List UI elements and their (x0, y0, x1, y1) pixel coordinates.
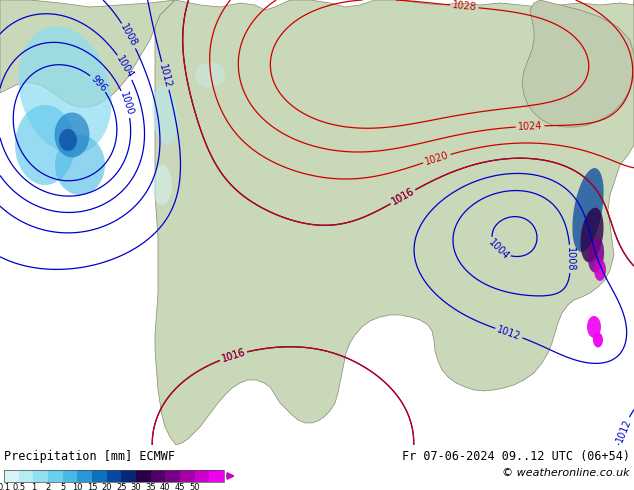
Bar (34, 470, 48, 482)
Bar (92, 470, 107, 482)
Bar (18, 470, 34, 482)
Ellipse shape (152, 165, 172, 205)
Text: 1012: 1012 (614, 417, 633, 443)
Text: 15: 15 (87, 483, 97, 490)
Text: 1016: 1016 (390, 186, 416, 207)
Text: 1004: 1004 (486, 237, 510, 262)
Ellipse shape (573, 168, 604, 252)
Bar (121, 470, 136, 482)
Text: © weatheronline.co.uk: © weatheronline.co.uk (502, 468, 630, 478)
Bar (151, 470, 165, 482)
Text: 1020: 1020 (424, 150, 450, 167)
Bar (209, 470, 224, 482)
Bar (107, 470, 121, 482)
Bar (77, 470, 92, 482)
Bar (4, 470, 18, 482)
Bar (4, 470, 224, 482)
Polygon shape (522, 0, 634, 127)
Text: 30: 30 (131, 483, 141, 490)
Text: 20: 20 (101, 483, 112, 490)
Ellipse shape (594, 259, 606, 281)
Bar (180, 470, 195, 482)
Text: 1012: 1012 (157, 63, 173, 89)
Text: 1012: 1012 (496, 324, 522, 342)
Ellipse shape (195, 63, 225, 88)
Text: 1008: 1008 (566, 246, 576, 271)
Text: 1028: 1028 (451, 0, 477, 13)
Text: 50: 50 (190, 483, 200, 490)
Text: 1000: 1000 (118, 91, 135, 117)
Text: 1004: 1004 (115, 54, 136, 80)
Text: 1008: 1008 (119, 23, 139, 49)
Ellipse shape (55, 135, 105, 195)
Text: 1016: 1016 (220, 347, 247, 364)
Ellipse shape (59, 129, 77, 151)
Text: 2: 2 (46, 483, 51, 490)
Polygon shape (155, 0, 634, 445)
Ellipse shape (55, 113, 89, 157)
Text: Precipitation [mm] ECMWF: Precipitation [mm] ECMWF (4, 450, 175, 463)
Ellipse shape (18, 26, 112, 154)
Text: 40: 40 (160, 483, 171, 490)
Ellipse shape (593, 332, 603, 347)
Ellipse shape (152, 85, 178, 145)
Text: 0.1: 0.1 (0, 483, 11, 490)
Text: 25: 25 (116, 483, 127, 490)
Text: 996: 996 (89, 73, 108, 94)
Bar (136, 470, 151, 482)
Ellipse shape (15, 105, 75, 185)
Text: 45: 45 (175, 483, 185, 490)
Text: 0.5: 0.5 (12, 483, 25, 490)
Text: 1016: 1016 (220, 347, 247, 364)
Polygon shape (0, 0, 175, 107)
Text: 10: 10 (72, 483, 82, 490)
Bar (195, 470, 209, 482)
Ellipse shape (587, 316, 601, 338)
Text: 1016: 1016 (390, 186, 416, 207)
Ellipse shape (588, 238, 604, 272)
Text: 5: 5 (60, 483, 65, 490)
Text: Fr 07-06-2024 09..12 UTC (06+54): Fr 07-06-2024 09..12 UTC (06+54) (402, 450, 630, 463)
Text: 1: 1 (30, 483, 36, 490)
Ellipse shape (581, 208, 604, 262)
Text: 1024: 1024 (517, 121, 543, 132)
Text: 35: 35 (145, 483, 156, 490)
Bar (48, 470, 63, 482)
Bar (165, 470, 180, 482)
Bar (63, 470, 77, 482)
